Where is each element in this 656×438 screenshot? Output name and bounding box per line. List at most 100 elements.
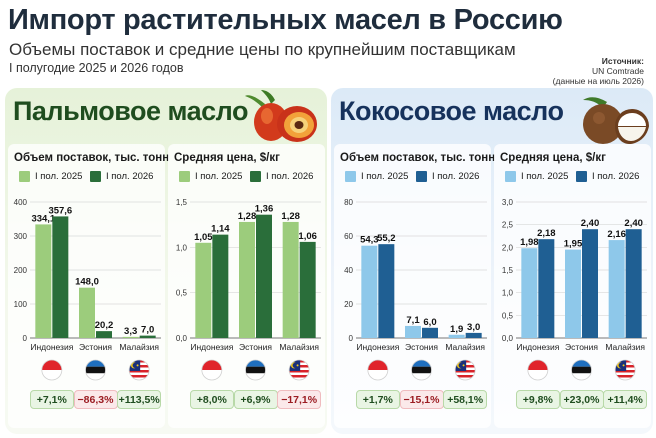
bar-2025 — [608, 240, 625, 338]
y-tick-label: 0,5 — [502, 311, 514, 320]
y-tick-label: 0,0 — [502, 334, 514, 343]
bar-2025 — [405, 325, 421, 338]
coconut-volume-title: Объем поставок, тыс. тонн — [340, 152, 496, 164]
coconut-oil-panel: Кокосовое масло Объем поставок, тыс. тон… — [331, 88, 653, 434]
legend-2026: I пол. 2026 — [250, 171, 313, 182]
category-label: Индонезия — [356, 342, 399, 352]
data-label: 1,14 — [211, 224, 230, 235]
y-tick-label: 2,5 — [502, 221, 514, 230]
bar-2026 — [582, 229, 598, 338]
bar-2025 — [282, 221, 299, 338]
legend-swatch-2025 — [345, 171, 356, 182]
legend-swatch-2025 — [179, 171, 190, 182]
flag-Малайзия-icon — [128, 359, 150, 381]
palm-oil-title: Пальмовое масло — [13, 96, 248, 126]
data-label: 55,2 — [377, 233, 396, 244]
bar-2025 — [239, 221, 255, 338]
category-label: Эстония — [79, 342, 112, 352]
bar-2026 — [538, 239, 555, 338]
palm-price-card: Средняя цена, $/кг I пол. 2025 I пол. 20… — [168, 144, 325, 428]
palm-price-title: Средняя цена, $/кг — [174, 152, 280, 164]
coconut-price-chart: 0,0 0,5 1,0 1,5 2,0 2,5 3,0 1,982,18 Индонезия 1,… — [502, 198, 647, 381]
flag-Малайзия-icon — [454, 359, 476, 381]
flag-Индонезия-icon — [367, 359, 389, 381]
legend-swatch-2026 — [416, 171, 427, 182]
bar-2025 — [361, 245, 378, 338]
page-title: Импорт растительных масел в Россию — [8, 4, 563, 36]
bar-2025 — [122, 336, 139, 338]
bar-2026 — [625, 229, 642, 338]
category-label: Индонезия — [516, 342, 559, 352]
bar-2026 — [52, 216, 69, 338]
legend-label-2025: I пол. 2025 — [35, 171, 83, 182]
change-badge: +58,1% — [443, 390, 488, 409]
legend-label-2026: I пол. 2026 — [592, 171, 640, 182]
data-label: 1,05 — [194, 232, 213, 243]
legend-label-2026: I пол. 2026 — [266, 171, 314, 182]
bar-2025 — [565, 249, 581, 338]
y-tick-label: 80 — [344, 198, 353, 207]
y-tick-label: 2,0 — [502, 243, 514, 252]
change-badge: +7,1% — [29, 390, 74, 409]
coconut-icon — [583, 97, 649, 144]
bar-2026 — [256, 214, 272, 338]
category-label: Индонезия — [30, 342, 73, 352]
data-label: 2,40 — [624, 218, 643, 229]
y-tick-label: 1,5 — [502, 266, 514, 275]
data-label: 2,18 — [537, 228, 556, 239]
category-label: Эстония — [239, 342, 272, 352]
bar-2025 — [79, 287, 95, 338]
palm-fruit-icon — [245, 90, 317, 142]
page-subtitle: Объемы поставок и средние цены по крупне… — [9, 40, 516, 59]
y-tick-label: 0,5 — [176, 289, 188, 298]
data-label: 20,2 — [95, 320, 114, 331]
palm-volume-title: Объем поставок, тыс. тонн — [14, 152, 170, 164]
change-badge: +6,9% — [233, 390, 278, 409]
legend-label-2026: I пол. 2026 — [432, 171, 480, 182]
legend-2026: I пол. 2026 — [90, 171, 153, 182]
legend-2026: I пол. 2026 — [416, 171, 479, 182]
category-label: Малайзия — [605, 342, 645, 352]
coconut-volume-legend: I пол. 2025 I пол. 2026 — [334, 171, 491, 187]
coconut-oil-title: Кокосовое масло — [339, 96, 564, 126]
period-label: I полугодие 2025 и 2026 годов — [9, 61, 184, 75]
coconut-price-legend: I пол. 2025 I пол. 2026 — [494, 171, 651, 187]
legend-2026: I пол. 2026 — [576, 171, 639, 182]
palm-price-chart: 0,00,51,01,51,051,14Индонезия1,281,36Эст… — [176, 198, 321, 381]
flag-Эстония-icon — [411, 359, 432, 381]
legend-swatch-2026 — [250, 171, 261, 182]
y-tick-label: 200 — [14, 266, 28, 275]
y-tick-label: 300 — [14, 232, 28, 241]
coconut-volume-card: Объем поставок, тыс. тонн I пол. 2025 I … — [334, 144, 495, 428]
flag-Эстония-icon — [571, 359, 592, 381]
data-label: 1,28 — [281, 211, 300, 222]
data-label: 6,0 — [423, 317, 436, 328]
flag-Малайзия-icon — [614, 359, 636, 381]
bar-2025 — [448, 334, 465, 338]
bar-2026 — [378, 244, 395, 338]
bar-2026 — [139, 335, 156, 338]
data-label: 54,3 — [360, 235, 379, 246]
y-tick-label: 3,0 — [502, 198, 514, 207]
legend-2025: I пол. 2025 — [345, 171, 408, 182]
data-label: 1,95 — [564, 239, 583, 250]
y-tick-label: 1,0 — [502, 289, 514, 298]
y-tick-label: 0 — [23, 334, 28, 343]
data-label: 3,0 — [467, 322, 480, 333]
bar-2026 — [212, 234, 229, 338]
data-label: 3,3 — [124, 326, 137, 337]
change-badge: +8,0% — [189, 390, 234, 409]
palm-price-legend: I пол. 2025 I пол. 2026 — [168, 171, 325, 187]
legend-2025: I пол. 2025 — [505, 171, 568, 182]
legend-2025: I пол. 2025 — [179, 171, 242, 182]
y-tick-label: 0,0 — [176, 334, 188, 343]
data-label: 1,28 — [238, 211, 257, 222]
data-label: 7,1 — [406, 315, 420, 326]
y-tick-label: 1,0 — [176, 243, 188, 252]
bar-2026 — [96, 331, 112, 338]
data-label: 2,16 — [607, 229, 626, 240]
legend-2025: I пол. 2025 — [19, 171, 82, 182]
flag-Индонезия-icon — [527, 359, 549, 381]
flag-Малайзия-icon — [288, 359, 310, 381]
